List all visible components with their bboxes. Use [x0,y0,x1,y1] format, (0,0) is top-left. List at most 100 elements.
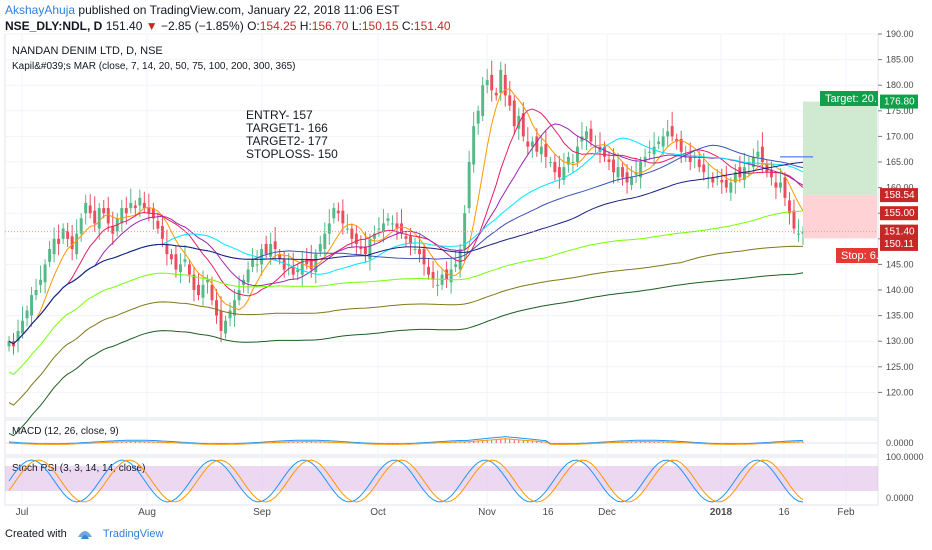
candle [463,213,467,250]
candle [16,330,20,342]
candle [75,233,79,255]
candle [616,167,620,178]
y-tick-label: 140.00 [886,285,914,295]
candle [756,151,760,157]
candle [381,223,385,232]
y-tick-label: 125.00 [886,362,914,372]
y-tick-label: 185.00 [886,55,914,65]
trade-annotation: TARGET2- 177 [246,134,328,148]
candle [445,269,449,280]
indicator-label: Kapil&#039;s MAR (close, 7, 14, 20, 50, … [12,61,296,72]
footer: Created with TradingView [5,528,163,540]
x-tick-label: Feb [837,507,855,518]
candle [210,284,214,301]
candle [720,179,724,183]
candle [368,238,372,260]
candle [102,208,106,214]
stop-label: Stop: 6. [841,250,879,262]
candle [309,259,313,270]
stoch-tick-label: 0.0000 [886,493,914,503]
tradingview-brand[interactable]: TradingView [102,528,164,540]
candle [111,226,115,234]
target-label-bg [820,91,878,106]
candle [354,233,358,244]
author-link[interactable]: AkshayAhuja [5,3,76,17]
candle [79,218,83,234]
candle [436,284,440,286]
candle [291,266,295,275]
candle [535,136,539,152]
candle [688,156,692,162]
candle [174,254,178,270]
open-label: O: [247,19,260,33]
candle [733,172,737,183]
x-tick-label: 2018 [710,507,733,518]
candle [575,146,579,162]
entry-price-label: 158.54 [884,190,915,201]
candle [630,177,634,186]
moving-average-line [8,88,804,345]
candle [156,220,160,229]
chart-title: NANDAN DENIM LTD, D, NSE [12,45,163,57]
signal-line [8,438,804,445]
candle [675,138,679,142]
candle [120,208,124,224]
candle [778,182,782,188]
candle [503,74,507,96]
candle [427,266,431,275]
candle [183,259,187,262]
candle [363,246,367,255]
stoch-d-line [8,459,804,503]
candle [621,167,625,178]
candle [201,284,205,298]
close-value: 151.40 [413,19,451,33]
candle [787,200,791,214]
candle [300,259,304,275]
target-price-label-bg [880,94,918,109]
y-tick-label: 180.00 [886,80,914,90]
tradingview-logo-icon [77,530,92,539]
target-label: Target: 20. [825,93,877,105]
candle [138,197,142,206]
candle [454,264,458,267]
change-arrow-icon: ▼ [145,19,158,33]
candle [797,233,800,235]
created-with-text: Created with [5,528,67,540]
hidden-price-label: 155.00 [884,208,915,219]
candle [314,254,318,273]
candle [43,264,47,283]
candle [413,249,417,251]
candle [481,85,485,116]
candle [449,269,453,283]
candle [260,249,264,265]
stoch-label: Stoch RSI (3, 3, 14, 14, close) [12,463,145,474]
candle [431,272,435,280]
candle [584,131,588,139]
close-label: C: [401,19,414,33]
candle [783,177,787,198]
macd-label: MACD (12, 26, close, 9) [12,426,119,437]
candle [264,243,268,255]
last-price: 151.40 [105,19,143,33]
candle [458,249,462,270]
macd-tick-label: 0.0000 [886,438,914,448]
candle [548,162,552,163]
x-tick-label: Nov [478,507,496,518]
high-value: 156.70 [311,19,349,33]
candle [589,128,593,142]
candle [147,208,151,214]
candle [206,279,209,283]
candle [476,110,480,124]
candle [553,162,557,173]
candle [512,100,516,127]
y-tick-label: 170.00 [886,131,914,141]
candle [557,167,561,178]
x-tick-label: Jul [16,507,29,518]
candle [526,141,530,147]
candle [711,177,715,183]
candle [539,146,543,155]
y-tick-label: 135.00 [886,311,914,321]
symbol-label: NSE_DLY:NDL, D [5,19,103,33]
candle [485,80,489,86]
